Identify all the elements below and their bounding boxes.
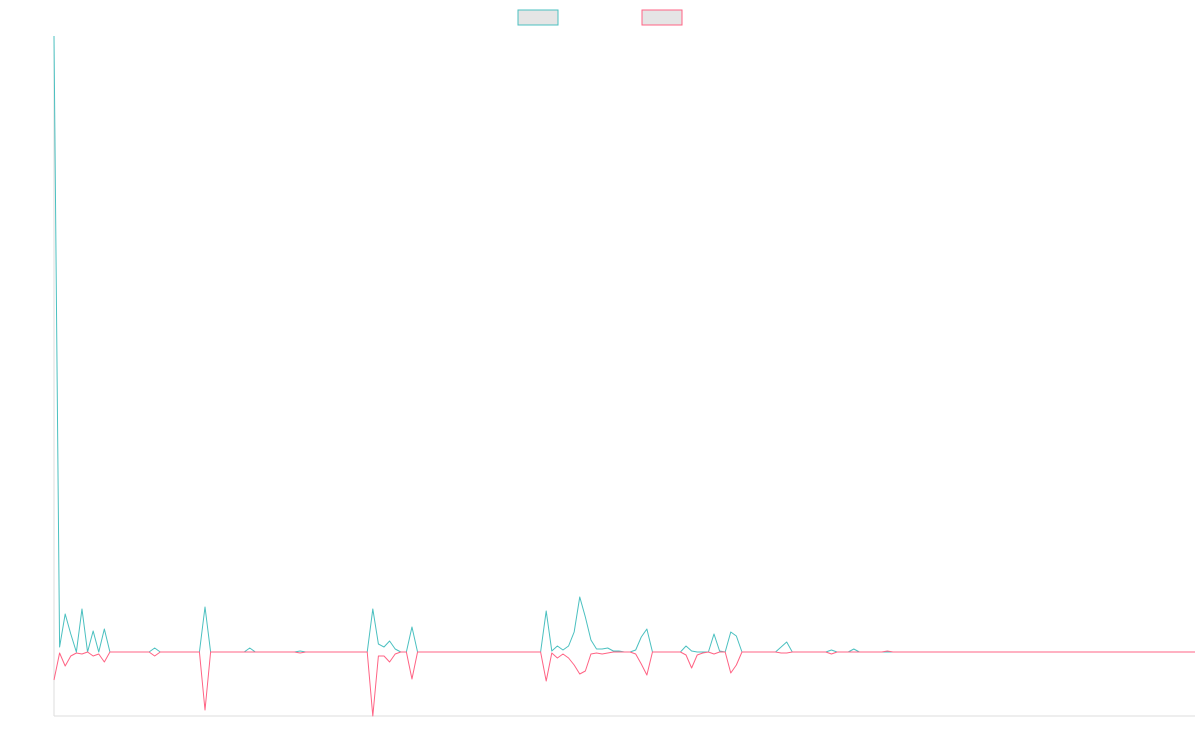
legend-swatch[interactable]	[517, 9, 559, 26]
series-line	[53, 650, 1195, 717]
series-line	[53, 35, 1195, 653]
legend-swatch[interactable]	[641, 9, 683, 26]
